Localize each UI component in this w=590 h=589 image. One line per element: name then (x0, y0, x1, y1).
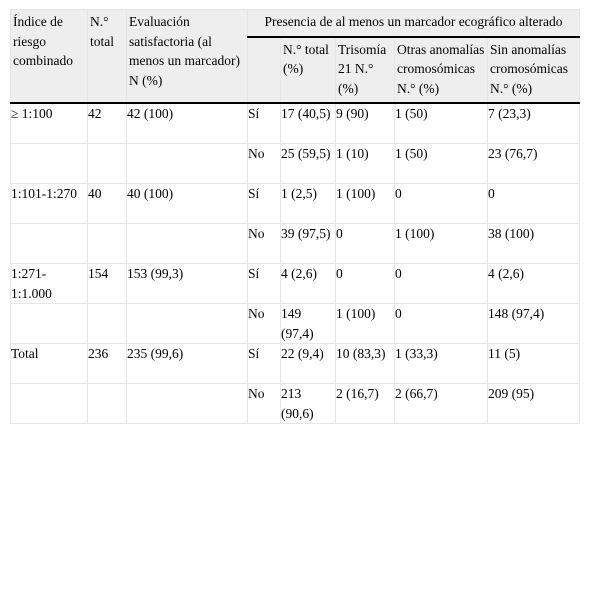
n-total-cell: 154 (87, 263, 127, 304)
header-sub-n-total: N.° total (%) (280, 35, 336, 104)
other-anomalies-cell: 1 (50) (394, 143, 488, 184)
trisomy-cell: 0 (335, 263, 395, 304)
no-anomalies-cell: 4 (2,6) (486, 263, 581, 304)
table-row: ≥ 1:100 42 42 (100) Sí 17 (40,5) 9 (90) … (10, 102, 581, 144)
n-total-cell: 40 (87, 183, 127, 224)
header-evaluation: Evaluación satisfactoria (al menos un ma… (126, 9, 248, 104)
results-table: Índice de riesgo combinado N.° total Eva… (10, 9, 581, 424)
n-total-pct-cell: 25 (59,5) (280, 143, 336, 184)
table-row: No 25 (59,5) 1 (10) 1 (50) 23 (76,7) (10, 143, 581, 184)
empty-cell (126, 303, 248, 344)
table-row: Total 236 235 (99,6) Sí 22 (9,4) 10 (83,… (10, 343, 581, 384)
other-anomalies-cell: 0 (394, 183, 488, 224)
n-total-cell: 42 (87, 102, 127, 144)
header-spacer (247, 36, 281, 104)
risk-index-cell: Total (10, 343, 88, 384)
marker-cell: Sí (247, 343, 281, 384)
risk-index-cell: ≥ 1:100 (10, 102, 88, 144)
table-row: No 213 (90,6) 2 (16,7) 2 (66,7) 209 (95) (10, 383, 581, 424)
evaluation-cell: 235 (99,6) (126, 343, 248, 384)
trisomy-cell: 1 (100) (335, 303, 395, 344)
trisomy-cell: 0 (335, 223, 395, 264)
no-anomalies-cell: 11 (5) (486, 343, 581, 384)
risk-index-cell: 1:271-1:1.000 (10, 263, 88, 304)
empty-cell (10, 303, 88, 344)
empty-cell (10, 223, 88, 264)
evaluation-cell: 40 (100) (126, 183, 248, 224)
header-sub-trisomy: Trisomía 21 N.° (%) (335, 35, 395, 104)
header-sub-other: Otras anomalías cromosómicas N.° (%) (394, 35, 488, 104)
no-anomalies-cell: 7 (23,3) (486, 102, 581, 144)
marker-cell: Sí (247, 183, 281, 224)
other-anomalies-cell: 0 (394, 303, 488, 344)
trisomy-cell: 9 (90) (335, 102, 395, 144)
empty-cell (87, 383, 127, 424)
other-anomalies-cell: 1 (33,3) (394, 343, 488, 384)
empty-cell (10, 143, 88, 184)
n-total-cell: 236 (87, 343, 127, 384)
header-risk-index: Índice de riesgo combinado (10, 9, 88, 104)
empty-cell (87, 223, 127, 264)
no-anomalies-cell: 0 (486, 183, 581, 224)
marker-cell: No (247, 303, 281, 344)
empty-cell (87, 143, 127, 184)
trisomy-cell: 1 (100) (335, 183, 395, 224)
header-marker-group: Presencia de al menos un marcador ecográ… (246, 9, 581, 38)
table-row: No 149 (97,4) 1 (100) 0 148 (97,4) (10, 303, 581, 344)
marker-cell: No (247, 383, 281, 424)
header-n-total: N.° total (87, 9, 127, 104)
marker-cell: Sí (247, 102, 281, 144)
table-row: 1:271-1:1.000 154 153 (99,3) Sí 4 (2,6) … (10, 263, 581, 304)
evaluation-cell: 42 (100) (126, 102, 248, 144)
header-evaluation-unit: N (%) (129, 72, 163, 88)
table-body: ≥ 1:100 42 42 (100) Sí 17 (40,5) 9 (90) … (10, 102, 581, 424)
no-anomalies-cell: 148 (97,4) (486, 303, 581, 344)
other-anomalies-cell: 1 (50) (394, 102, 488, 144)
no-anomalies-cell: 38 (100) (486, 223, 581, 264)
n-total-pct-cell: 39 (97,5) (280, 223, 336, 264)
header-sub-none: Sin anomalías cromosómicas N.° (%) (486, 35, 581, 104)
trisomy-cell: 1 (10) (335, 143, 395, 184)
marker-cell: Sí (247, 263, 281, 304)
other-anomalies-cell: 2 (66,7) (394, 383, 488, 424)
other-anomalies-cell: 1 (100) (394, 223, 488, 264)
marker-cell: No (247, 143, 281, 184)
table-row: No 39 (97,5) 0 1 (100) 38 (100) (10, 223, 581, 264)
table-row: 1:101-1:270 40 40 (100) Sí 1 (2,5) 1 (10… (10, 183, 581, 224)
empty-cell (87, 303, 127, 344)
risk-index-cell: 1:101-1:270 (10, 183, 88, 224)
empty-cell (126, 143, 248, 184)
n-total-pct-cell: 213 (90,6) (280, 383, 336, 424)
table-header: Índice de riesgo combinado N.° total Eva… (10, 9, 581, 104)
marker-cell: No (247, 223, 281, 264)
empty-cell (126, 383, 248, 424)
other-anomalies-cell: 0 (394, 263, 488, 304)
n-total-pct-cell: 17 (40,5) (280, 102, 336, 144)
no-anomalies-cell: 23 (76,7) (486, 143, 581, 184)
trisomy-cell: 2 (16,7) (335, 383, 395, 424)
n-total-pct-cell: 4 (2,6) (280, 263, 336, 304)
n-total-pct-cell: 149 (97,4) (280, 303, 336, 344)
no-anomalies-cell: 209 (95) (486, 383, 581, 424)
empty-cell (10, 383, 88, 424)
n-total-pct-cell: 22 (9,4) (280, 343, 336, 384)
header-evaluation-label: Evaluación satisfactoria (al menos un ma… (129, 14, 240, 68)
evaluation-cell: 153 (99,3) (126, 263, 248, 304)
n-total-pct-cell: 1 (2,5) (280, 183, 336, 224)
empty-cell (126, 223, 248, 264)
trisomy-cell: 10 (83,3) (335, 343, 395, 384)
